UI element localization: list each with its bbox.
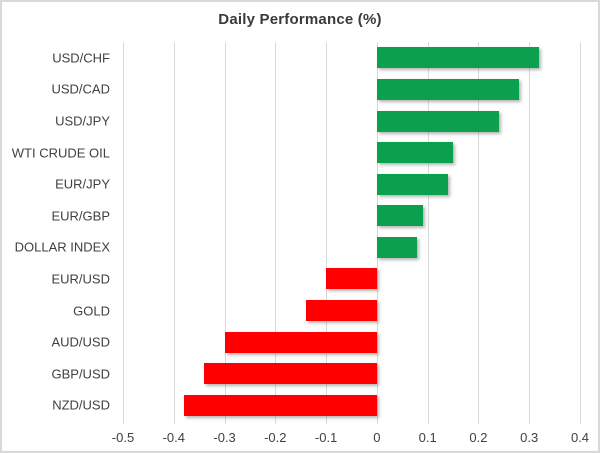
x-tick-label: -0.1: [314, 430, 338, 445]
gridline: [427, 42, 429, 424]
bar-eur-gbp: [376, 205, 423, 227]
bar-usd-chf: [376, 47, 540, 69]
category-label: USD/CHF: [52, 50, 110, 66]
gridline: [529, 42, 531, 424]
x-tick-label: 0.1: [418, 430, 437, 445]
gridline: [173, 42, 175, 424]
bar-aud-usd: [224, 331, 377, 353]
bar-eur-usd: [326, 268, 377, 290]
gridline: [376, 42, 378, 424]
category-label: USD/CAD: [51, 81, 110, 97]
category-label: NZD/USD: [52, 397, 110, 413]
category-label: EUR/JPY: [55, 176, 110, 192]
x-tick-label: 0.4: [570, 430, 590, 445]
category-label: GOLD: [73, 303, 110, 318]
gridline: [326, 42, 328, 424]
bar-usd-cad: [376, 78, 520, 100]
gridline: [580, 42, 581, 424]
x-tick-label: -0.4: [162, 430, 185, 445]
bar-usd-jpy: [376, 110, 499, 132]
category-label: AUD/USD: [51, 334, 110, 350]
category-label: EUR/USD: [51, 271, 110, 287]
bar-dollar-index: [376, 236, 418, 258]
gridline: [224, 42, 226, 424]
bar-eur-jpy: [376, 173, 448, 195]
bar-nzd-usd: [183, 394, 377, 416]
x-tick-label: -0.5: [111, 430, 135, 445]
bar-gbp-usd: [204, 363, 377, 385]
x-tick-label: -0.3: [213, 430, 236, 445]
x-tick-label: 0: [373, 430, 381, 445]
x-tick-label: 0.2: [469, 430, 488, 445]
x-tick-label: 0.3: [520, 430, 539, 445]
chart-title: Daily Performance (%): [218, 11, 382, 28]
gridline: [123, 42, 124, 424]
gridline: [275, 42, 277, 424]
gridline: [478, 42, 480, 424]
category-label: EUR/GBP: [51, 208, 110, 224]
category-label: USD/JPY: [55, 113, 110, 129]
category-label: WTI CRUDE OIL: [11, 145, 110, 160]
bar-wti-crude-oil: [376, 142, 454, 163]
x-tick-label: -0.2: [264, 430, 287, 445]
category-label: DOLLAR INDEX: [14, 239, 110, 255]
bar-gold: [305, 300, 377, 321]
category-label: GBP/USD: [51, 366, 110, 382]
